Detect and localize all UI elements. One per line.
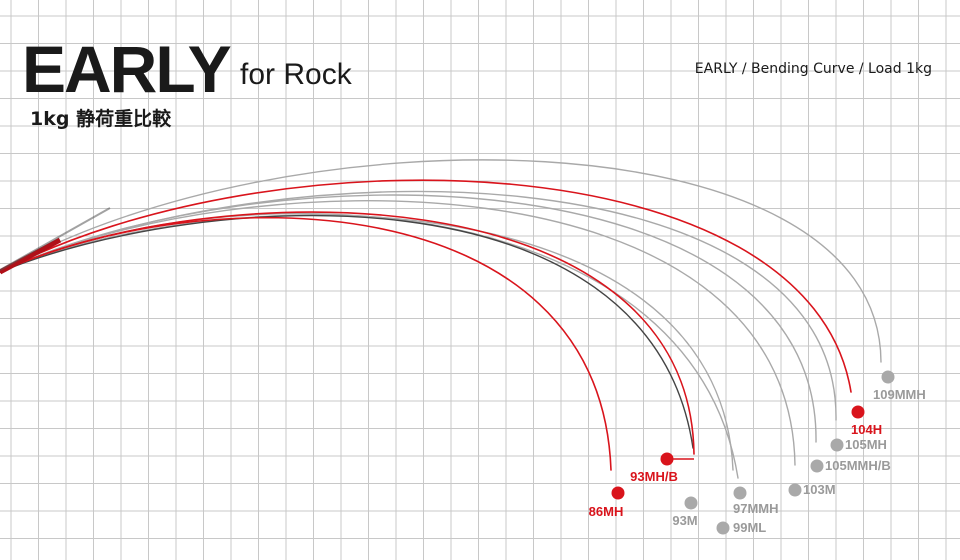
- curve-99ml: [0, 212, 739, 479]
- rod-butt-shadow: [0, 207, 111, 271]
- rod-butt-section: [0, 237, 62, 275]
- curve-93mh-b: [0, 211, 695, 455]
- tip-marker-93mh-b: [660, 452, 674, 466]
- tip-marker-93m: [684, 496, 698, 510]
- curve-109mmh: [0, 159, 882, 363]
- series-label-103m: 103M: [803, 482, 836, 497]
- chart-caption: EARLY / Bending Curve / Load 1kg: [694, 61, 932, 77]
- tip-marker-109mmh: [881, 370, 895, 384]
- curve-86mh: [0, 216, 612, 471]
- curve-104h: [0, 179, 852, 393]
- series-label-105mmh-b: 105MMH/B: [825, 458, 891, 473]
- tip-marker-103m: [788, 483, 802, 497]
- chart-title: EARLY: [22, 32, 232, 106]
- chart-subtitle: 1kg 静荷重比較: [30, 108, 172, 130]
- series-label-109mmh: 109MMH: [873, 387, 926, 402]
- series-label-104h: 104H: [851, 422, 882, 437]
- tip-marker-86mh: [611, 486, 625, 500]
- curve-105mh: [0, 190, 837, 421]
- tip-marker-105mmh-b: [810, 459, 824, 473]
- tip-marker-97mmh: [733, 486, 747, 500]
- series-label-93mh-b: 93MH/B: [630, 469, 678, 484]
- tip-marker-104h: [851, 405, 865, 419]
- series-label-86mh: 86MH: [589, 504, 624, 519]
- tip-marker-99ml: [716, 521, 730, 535]
- curve-103m: [0, 200, 796, 466]
- chart-title-suffix: for Rock: [240, 58, 352, 91]
- series-label-97mmh: 97MMH: [733, 501, 779, 516]
- curve-97mmh: [0, 214, 734, 471]
- curve-93m: [0, 214, 694, 449]
- tip-marker-105mh: [830, 438, 844, 452]
- series-label-99ml: 99ML: [733, 520, 766, 535]
- series-label-105mh: 105MH: [845, 437, 887, 452]
- series-label-93m: 93M: [672, 513, 697, 528]
